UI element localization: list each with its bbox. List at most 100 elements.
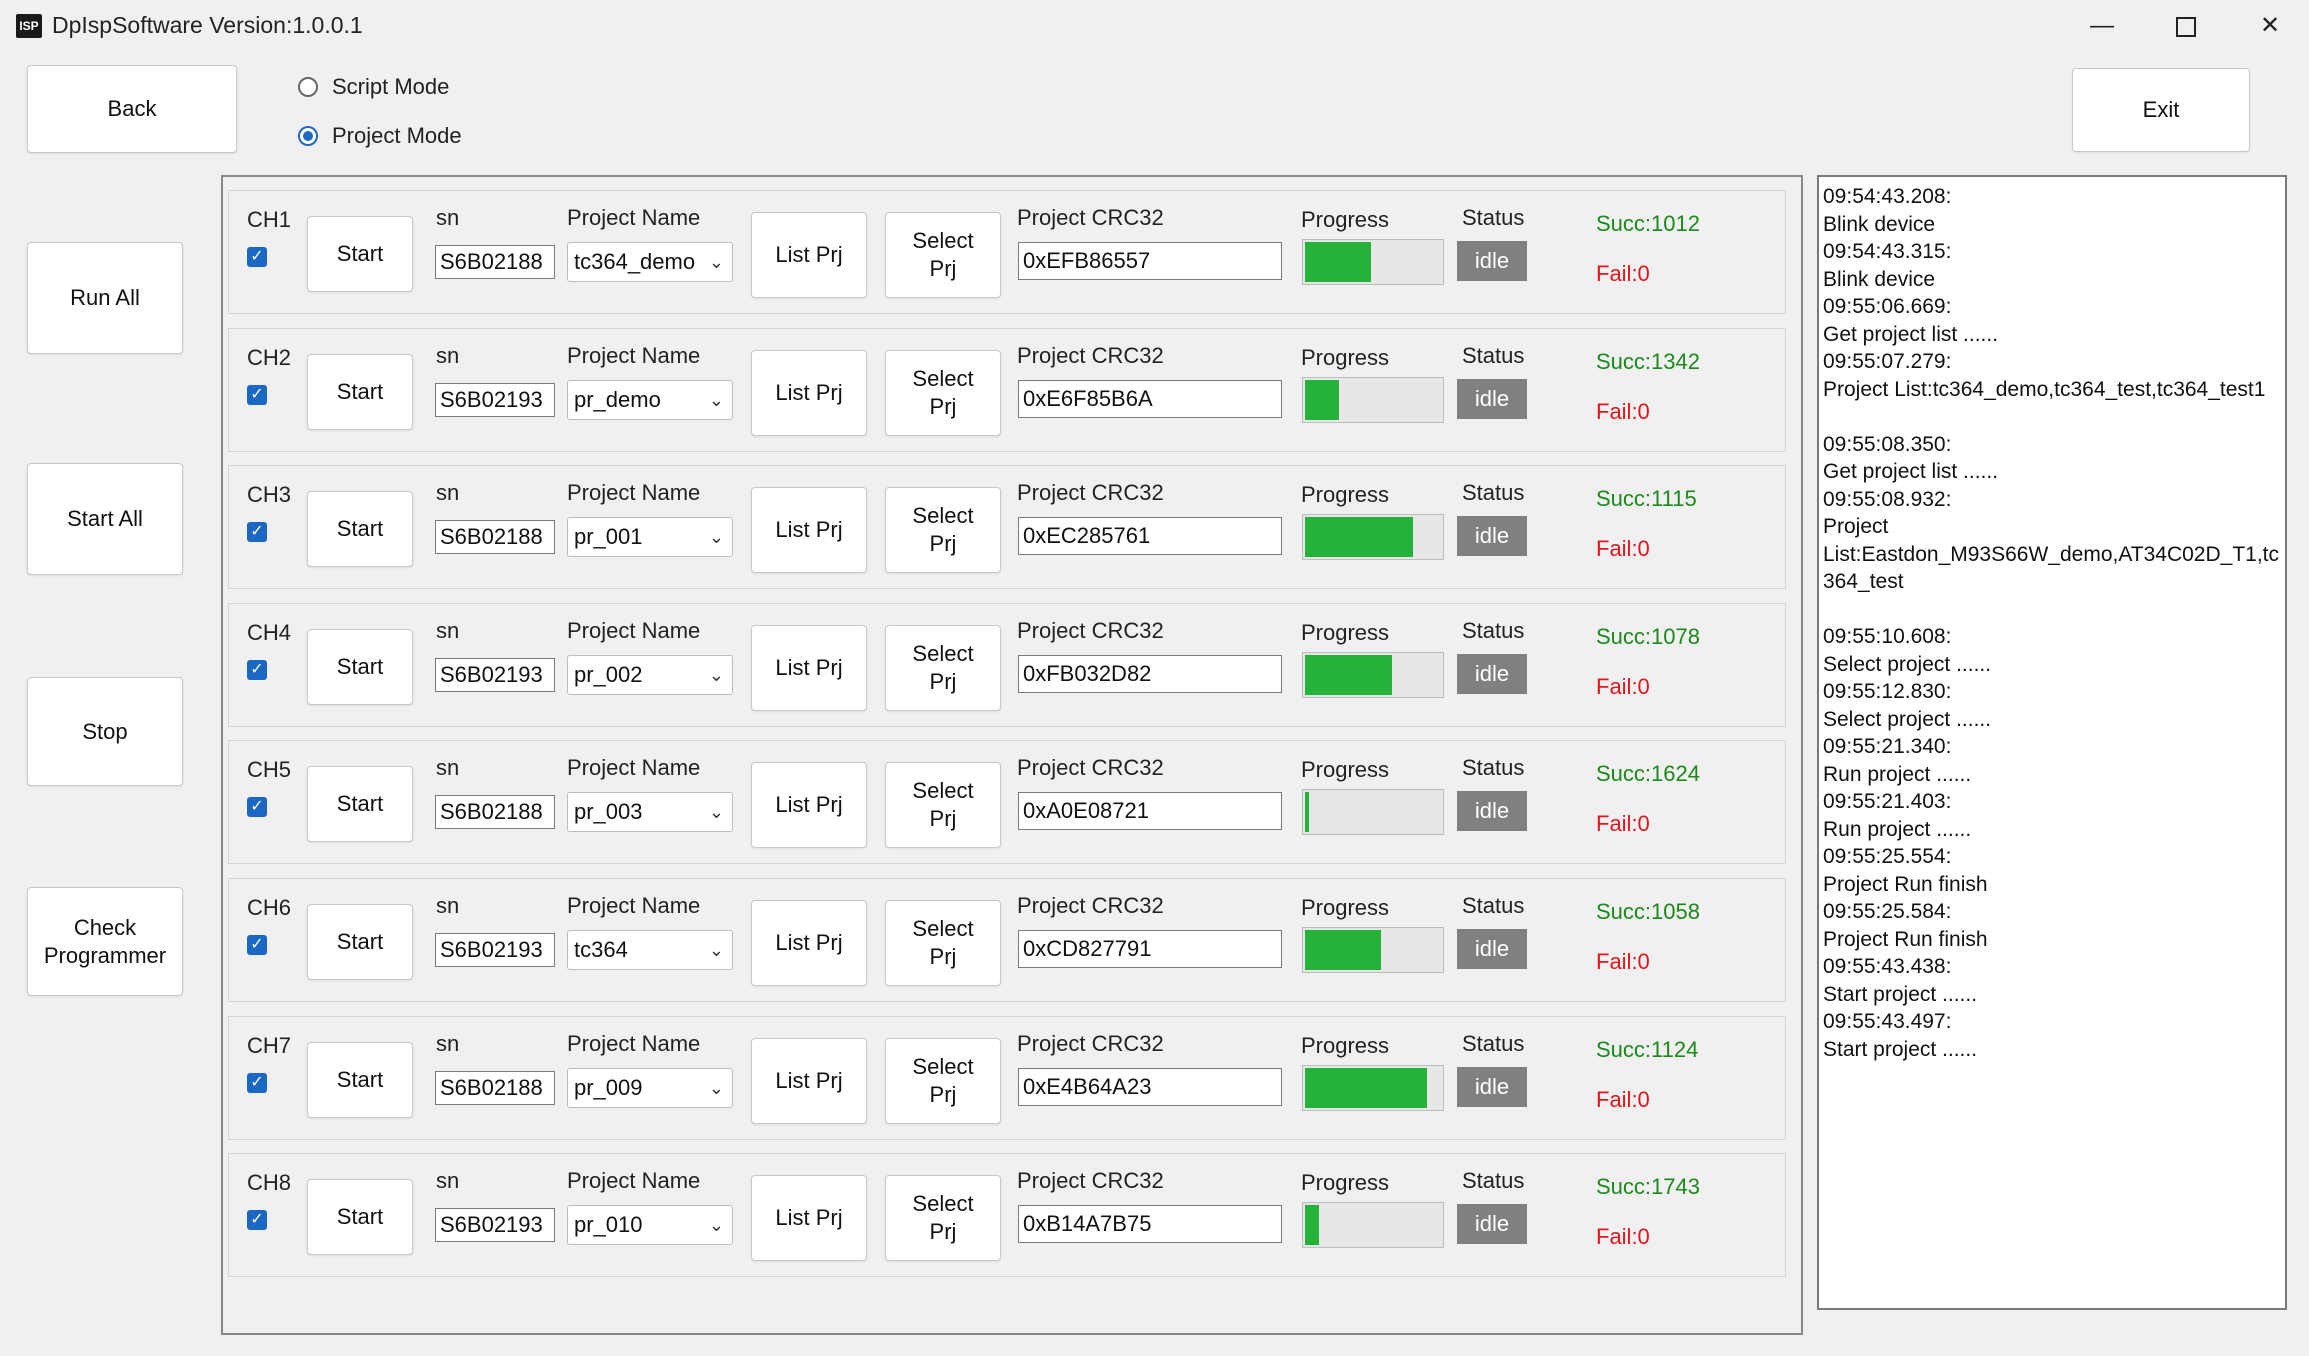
channel-row: CH6 ✓ Start sn S6B02193 Project Name tc364 ⌄ Lis… — [228, 878, 1786, 1002]
sn-label: sn — [436, 480, 460, 505]
exit-button[interactable]: Exit — [2072, 68, 2250, 152]
start-button[interactable]: Start — [307, 216, 413, 292]
radio-icon — [298, 77, 318, 97]
crc32-field[interactable]: 0xCD827791 — [1018, 930, 1282, 968]
crc32-field[interactable]: 0xB14A7B75 — [1018, 1205, 1282, 1243]
log-line: Blink device — [1823, 267, 1936, 291]
start-button[interactable]: Start — [307, 1042, 413, 1118]
project-name-select[interactable]: pr_002 ⌄ — [567, 655, 733, 695]
status-badge: idle — [1457, 654, 1527, 694]
sn-field[interactable]: S6B02193 — [435, 933, 555, 967]
status-badge: idle — [1457, 516, 1527, 556]
project-name-select[interactable]: pr_003 ⌄ — [567, 792, 733, 832]
select-prj-button[interactable]: Select Prj — [885, 1175, 1001, 1261]
start-button[interactable]: Start — [307, 354, 413, 430]
status-badge: idle — [1457, 791, 1527, 831]
window-title: DpIspSoftware Version:1.0.0.1 — [52, 12, 363, 38]
select-prj-button[interactable]: Select Prj — [885, 350, 1001, 436]
start-button[interactable]: Start — [307, 904, 413, 980]
status-label: Status — [1462, 205, 1525, 230]
sn-field[interactable]: S6B02193 — [435, 1208, 555, 1242]
select-prj-button[interactable]: Select Prj — [885, 212, 1001, 298]
succ-count: Succ:1743 — [1596, 1174, 1700, 1199]
channel-checkbox[interactable]: ✓ — [247, 935, 267, 955]
progress-bar — [1302, 1202, 1444, 1248]
back-button[interactable]: Back — [27, 65, 237, 153]
stop-button[interactable]: Stop — [27, 677, 183, 786]
start-button[interactable]: Start — [307, 766, 413, 842]
log-panel[interactable]: 09:54:43.208: Blink device 09:54:43.315: Bl… — [1817, 175, 2287, 1310]
channel-checkbox[interactable]: ✓ — [247, 1073, 267, 1093]
sn-field[interactable]: S6B02188 — [435, 1071, 555, 1105]
log-line: Get project list ...... — [1823, 322, 1999, 346]
list-prj-button[interactable]: List Prj — [751, 900, 867, 986]
start-all-button[interactable]: Start All — [27, 463, 183, 575]
select-prj-button[interactable]: Select Prj — [885, 625, 1001, 711]
sn-field[interactable]: S6B02188 — [435, 520, 555, 554]
crc32-field[interactable]: 0xFB032D82 — [1018, 655, 1282, 693]
progress-fill — [1305, 1205, 1320, 1245]
selected-project: pr_001 — [574, 524, 643, 549]
list-prj-button[interactable]: List Prj — [751, 762, 867, 848]
list-prj-button[interactable]: List Prj — [751, 1175, 867, 1261]
project-name-select[interactable]: pr_009 ⌄ — [567, 1068, 733, 1108]
channel-checkbox[interactable]: ✓ — [247, 797, 267, 817]
channel-label: CH3 — [247, 482, 292, 507]
start-button[interactable]: Start — [307, 1179, 413, 1255]
script-mode-radio[interactable]: Script Mode — [298, 74, 449, 100]
list-prj-button[interactable]: List Prj — [751, 487, 867, 573]
succ-count: Succ:1078 — [1596, 624, 1700, 649]
progress-label: Progress — [1301, 895, 1390, 920]
radio-selected-icon — [298, 126, 318, 146]
project-name-select[interactable]: tc364 ⌄ — [567, 930, 733, 970]
sn-field[interactable]: S6B02188 — [435, 795, 555, 829]
start-button[interactable]: Start — [307, 491, 413, 567]
crc32-field[interactable]: 0xEC285761 — [1018, 517, 1282, 555]
project-name-select[interactable]: pr_001 ⌄ — [567, 517, 733, 557]
progress-label: Progress — [1301, 1033, 1390, 1058]
project-name-label: Project Name — [567, 480, 701, 505]
channel-checkbox[interactable]: ✓ — [247, 385, 267, 405]
close-button[interactable]: ✕ — [2259, 12, 2281, 39]
select-prj-button[interactable]: Select Prj — [885, 487, 1001, 573]
channel-checkbox[interactable]: ✓ — [247, 247, 267, 267]
maximize-button[interactable] — [2144, 0, 2228, 52]
channel-checkbox[interactable]: ✓ — [247, 1210, 267, 1230]
project-mode-radio[interactable]: Project Mode — [298, 123, 462, 149]
log-line: Run project ...... — [1823, 762, 1972, 786]
list-prj-button[interactable]: List Prj — [751, 212, 867, 298]
list-prj-button[interactable]: List Prj — [751, 625, 867, 711]
sn-label: sn — [436, 755, 460, 780]
project-name-select[interactable]: pr_010 ⌄ — [567, 1205, 733, 1245]
list-prj-button[interactable]: List Prj — [751, 1038, 867, 1124]
list-prj-button[interactable]: List Prj — [751, 350, 867, 436]
sn-field[interactable]: S6B02193 — [435, 658, 555, 692]
progress-label: Progress — [1301, 1170, 1390, 1195]
channel-checkbox[interactable]: ✓ — [247, 522, 267, 542]
start-button[interactable]: Start — [307, 629, 413, 705]
channel-checkbox[interactable]: ✓ — [247, 660, 267, 680]
run-all-button[interactable]: Run All — [27, 242, 183, 354]
select-prj-button[interactable]: Select Prj — [885, 900, 1001, 986]
select-prj-button[interactable]: Select Prj — [885, 762, 1001, 848]
crc32-field[interactable]: 0xE6F85B6A — [1018, 380, 1282, 418]
crc32-field[interactable]: 0xA0E08721 — [1018, 792, 1282, 830]
project-crc32-label: Project CRC32 — [1017, 343, 1164, 368]
project-name-select[interactable]: pr_demo ⌄ — [567, 380, 733, 420]
sn-label: sn — [436, 1168, 460, 1193]
channel-label: CH5 — [247, 757, 292, 782]
selected-project: tc364_demo — [574, 249, 696, 274]
project-name-select[interactable]: tc364_demo ⌄ — [567, 242, 733, 282]
fail-count: Fail:0 — [1596, 949, 1650, 974]
check-programmer-button[interactable]: Check Programmer — [27, 887, 183, 996]
minimize-button[interactable]: — — [2090, 12, 2114, 39]
sn-field[interactable]: S6B02193 — [435, 383, 555, 417]
sn-field[interactable]: S6B02188 — [435, 245, 555, 279]
select-prj-button[interactable]: Select Prj — [885, 1038, 1001, 1124]
crc32-field[interactable]: 0xEFB86557 — [1018, 242, 1282, 280]
chevron-down-icon: ⌄ — [708, 1078, 724, 1098]
log-line: 09:55:08.932: — [1823, 487, 1952, 511]
progress-label: Progress — [1301, 757, 1390, 782]
crc32-field[interactable]: 0xE4B64A23 — [1018, 1068, 1282, 1106]
channel-row: CH1 ✓ Start sn S6B02188 Project Name tc364_dem… — [228, 190, 1786, 314]
